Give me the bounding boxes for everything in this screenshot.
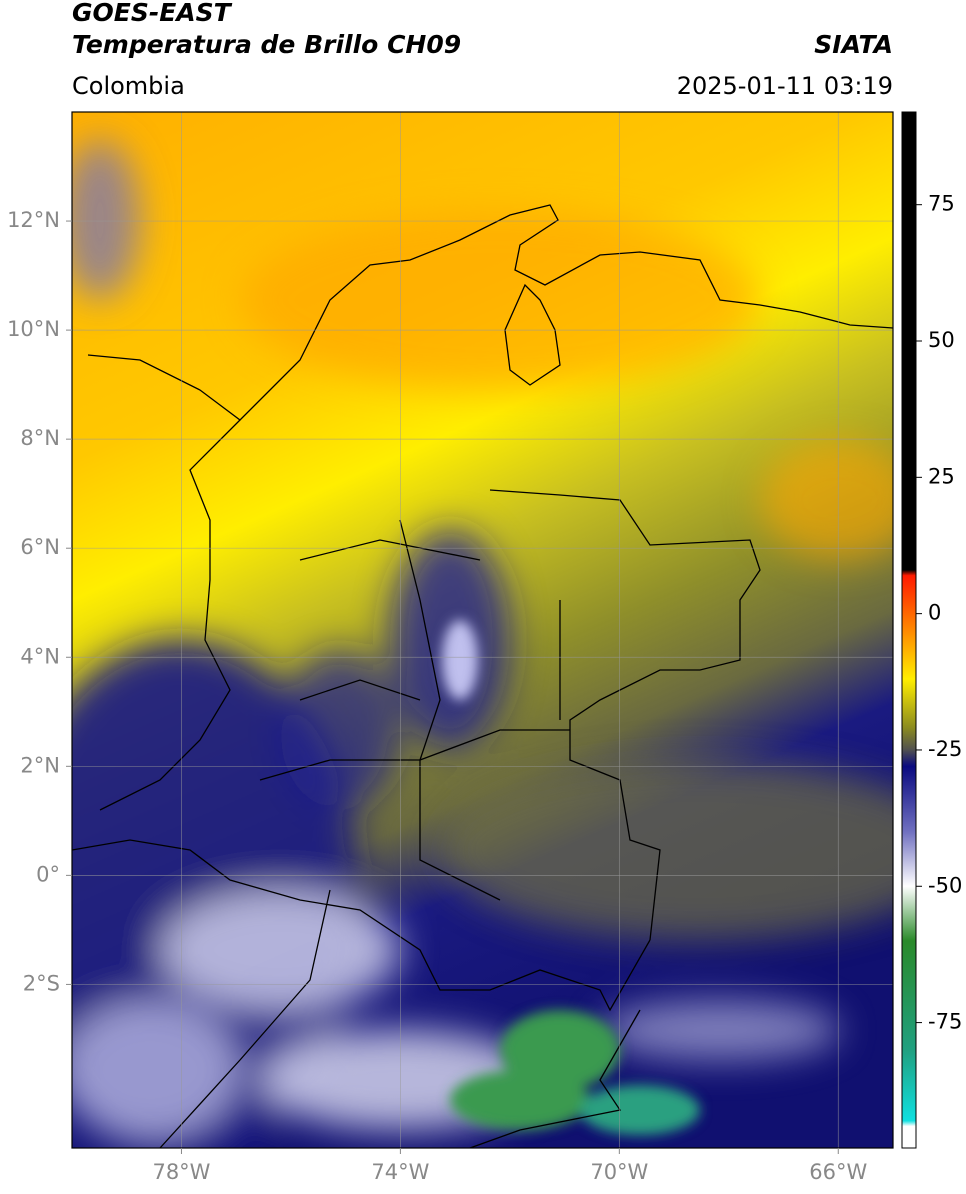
colorbar-tick-label: -25 xyxy=(928,737,962,761)
colorbar-tick-label: 75 xyxy=(928,192,955,216)
y-tick-label: 2°S xyxy=(23,971,60,995)
datetime: 2025-01-11 03:19 xyxy=(677,72,893,100)
y-tick-label: 2°N xyxy=(20,753,60,777)
colorbar-tick-label: 0 xyxy=(928,601,941,625)
title: Temperatura de Brillo CH09 xyxy=(72,30,461,59)
colorbar xyxy=(901,111,917,1149)
colorbar-tick-label: 25 xyxy=(928,464,955,488)
satellite-image xyxy=(72,112,893,1148)
y-tick-label: 6°N xyxy=(20,535,60,559)
y-tick-label: 10°N xyxy=(7,317,60,341)
colorbar-tick-label: -75 xyxy=(928,1010,962,1034)
colorbar-tick-label: -50 xyxy=(928,873,962,897)
x-tick-label: 66°W xyxy=(809,1160,867,1184)
graticule xyxy=(72,112,893,1148)
y-tick-label: 8°N xyxy=(20,426,60,450)
y-tick-label: 0° xyxy=(36,862,60,886)
y-tick-label: 12°N xyxy=(7,208,60,232)
y-tick-label: 4°N xyxy=(20,644,60,668)
region: Colombia xyxy=(72,72,185,100)
map-frame xyxy=(71,111,894,1149)
source: GOES-EAST xyxy=(72,0,233,27)
x-tick-label: 70°W xyxy=(590,1160,648,1184)
x-tick-label: 74°W xyxy=(371,1160,429,1184)
credit: SIATA xyxy=(814,30,893,59)
colorbar-tick-label: 50 xyxy=(928,328,955,352)
x-tick-label: 78°W xyxy=(152,1160,210,1184)
